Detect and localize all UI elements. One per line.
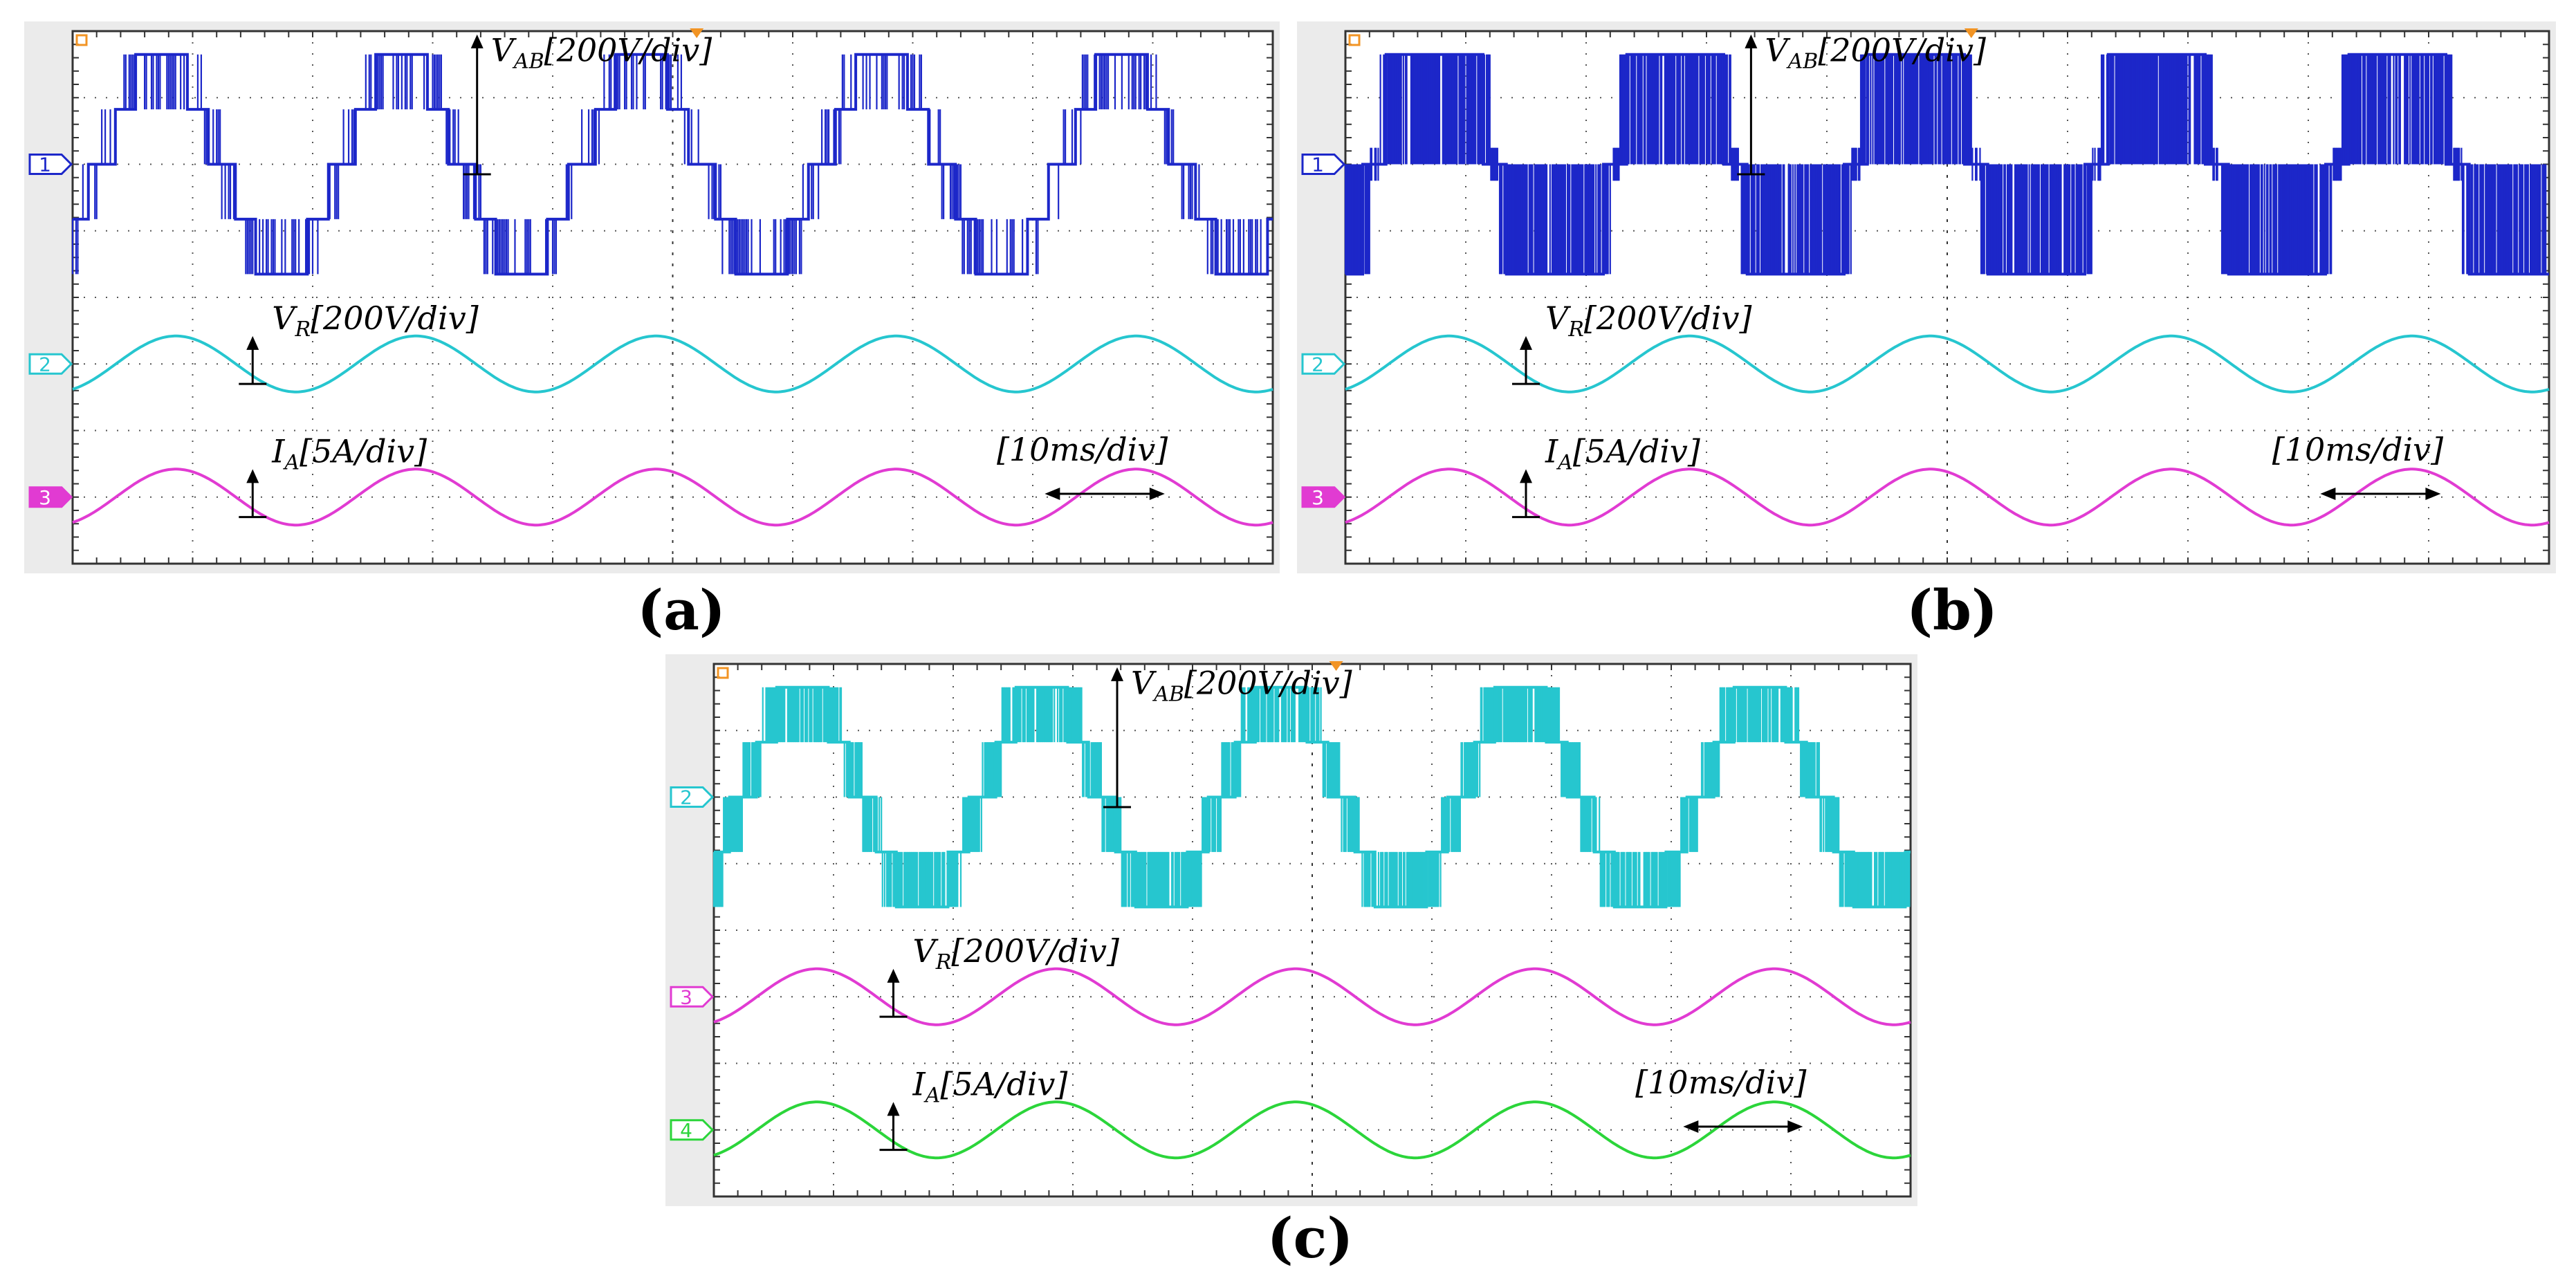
channel-number: 3 — [1312, 486, 1324, 509]
series-vr-line — [72, 334, 1273, 394]
channel-marker-3: 3 — [670, 986, 715, 1008]
panel-a: 1 2 3 VAB[200V/div] VR[200V/div] IA[5A/div] [1… — [24, 21, 1280, 573]
vr-arrow-head — [246, 335, 259, 350]
channel-tab — [28, 353, 73, 375]
time-div-arrow-left-head — [1045, 487, 1060, 500]
channel-number: 1 — [1312, 154, 1324, 176]
series-vr-line — [713, 967, 1911, 1026]
series-vab-pwm — [71, 54, 1262, 275]
channel-marker-1: 1 — [1301, 154, 1346, 176]
label-vr: VR[200V/div] — [272, 299, 478, 342]
panel-b: 1 2 3 VAB[200V/div] VR[200V/div] IA[5A/div] [1… — [1297, 21, 2556, 573]
series-ia-line — [713, 1100, 1911, 1160]
time-div-arrow-right-head — [1149, 487, 1165, 500]
time-div-arrow-right-head — [2425, 487, 2441, 500]
channel-number: 4 — [680, 1119, 692, 1142]
channel-tab — [28, 154, 73, 175]
series-vab-pwm — [1344, 54, 2547, 275]
series-vr-line — [1345, 334, 2550, 394]
caption-b: (b) — [1906, 577, 1998, 642]
label-vab: VAB[200V/div] — [1131, 664, 1352, 706]
trigger-icon — [717, 667, 729, 679]
label-vab: VAB[200V/div] — [491, 31, 712, 73]
channel-number: 2 — [680, 786, 692, 809]
series-ia-line — [1345, 468, 2550, 527]
channel-marker-4: 4 — [670, 1119, 715, 1142]
series-vab-pwm — [712, 687, 1911, 907]
channel-marker-3: 3 — [1301, 486, 1346, 509]
vr-arrow-head — [1520, 335, 1532, 350]
label-ia: IA[5A/div] — [1545, 433, 1700, 475]
channel-number: 2 — [39, 353, 51, 376]
label-time-div: [10ms/div] — [1635, 1064, 1806, 1101]
channel-tab — [670, 1119, 715, 1141]
trigger-marker — [1964, 28, 1978, 38]
ia-arrow-head — [246, 469, 259, 483]
label-ia: IA[5A/div] — [271, 433, 427, 475]
ia-arrow-head — [887, 1102, 900, 1116]
channel-tab — [1301, 154, 1346, 175]
channel-marker-2: 2 — [28, 353, 73, 376]
label-time-div: [10ms/div] — [997, 431, 1168, 468]
caption-a: (a) — [637, 577, 726, 642]
trigger-marker — [1329, 661, 1343, 671]
time-div-arrow-left-head — [1683, 1120, 1699, 1133]
time-div-arrow-left-head — [2320, 487, 2336, 500]
series-ia-line — [72, 468, 1273, 527]
vab-arrow-head — [470, 34, 484, 48]
label-time-div: [10ms/div] — [2272, 431, 2443, 468]
channel-marker-1: 1 — [28, 154, 73, 176]
channel-marker-2: 2 — [670, 786, 715, 809]
channel-tab — [670, 986, 715, 1008]
channel-tab — [1301, 486, 1346, 508]
series-vab-envelope — [73, 53, 1273, 276]
channel-number: 2 — [1312, 353, 1324, 376]
channel-number: 3 — [680, 986, 692, 1008]
panel-c: 2 3 4 VAB[200V/div] VR[200V/div] IA[5A/div] [1… — [665, 654, 1917, 1206]
vr-arrow-head — [887, 968, 900, 983]
trigger-marker — [690, 28, 704, 38]
trigger-icon — [75, 34, 88, 46]
label-vab: VAB[200V/div] — [1765, 31, 1986, 73]
label-ia: IA[5A/div] — [912, 1066, 1068, 1108]
channel-tab — [1301, 353, 1346, 375]
time-div-arrow-right-head — [1787, 1120, 1803, 1133]
channel-number: 1 — [39, 154, 51, 176]
caption-c: (c) — [1267, 1205, 1353, 1270]
vab-arrow-head — [1745, 34, 1758, 48]
channel-tab — [670, 786, 715, 808]
channel-marker-2: 2 — [1301, 353, 1346, 376]
ia-arrow-head — [1520, 469, 1532, 483]
label-vr: VR[200V/div] — [1545, 299, 1751, 342]
channel-number: 3 — [39, 486, 51, 509]
channel-marker-3: 3 — [28, 486, 73, 509]
label-vr: VR[200V/div] — [913, 932, 1119, 974]
trigger-icon — [1348, 34, 1361, 46]
vab-arrow-head — [1111, 667, 1124, 681]
channel-tab — [28, 486, 73, 508]
